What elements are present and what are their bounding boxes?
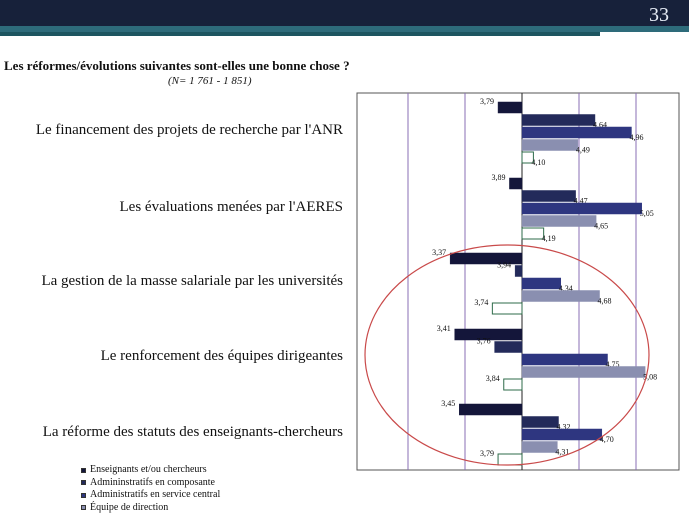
data-label: 4,64 [593, 121, 607, 130]
bar [521, 114, 596, 126]
legend-label: Admininstratifs en composante [90, 476, 215, 488]
bar [521, 190, 576, 202]
category-label: La réforme des statuts des enseignants-c… [42, 424, 343, 440]
data-label: 4,19 [542, 234, 556, 243]
data-label: 3,45 [441, 399, 455, 408]
data-label: 3,89 [491, 173, 505, 182]
legend-swatch [81, 467, 86, 473]
chart-legend: Enseignants et/ou chercheurs Admininstra… [81, 464, 220, 514]
data-label: 3,79 [480, 97, 494, 106]
data-label: 3,37 [432, 248, 446, 257]
bar [497, 101, 523, 114]
data-label: 4,10 [531, 158, 545, 167]
bar [521, 202, 642, 215]
header-underline [0, 32, 600, 36]
slide-header-bar: 33 [0, 0, 689, 26]
data-label: 3,41 [437, 324, 451, 333]
bar [514, 265, 523, 277]
highlight-ellipse [364, 244, 650, 466]
data-label: 4.34 [559, 284, 573, 293]
data-label: 4,75 [606, 360, 620, 369]
bar [521, 277, 562, 290]
category-label: Le renforcement des équipes dirigeantes [100, 348, 343, 364]
legend-swatch [81, 505, 86, 511]
legend-label: Administratifs en service central [90, 489, 221, 500]
legend-swatch [81, 480, 86, 486]
slide-number: 33 [649, 4, 669, 26]
header-accent-stripe [0, 26, 689, 32]
bar [521, 366, 646, 378]
data-label: 5,08 [643, 373, 657, 382]
legend-label: Enseignants et/ou chercheurs [90, 464, 207, 475]
plot-area [356, 92, 680, 471]
chart-title: Les réformes/évolutions suivantes sont-e… [4, 58, 350, 73]
data-label: 3,84 [486, 374, 500, 383]
bar [521, 428, 603, 441]
bar [503, 378, 523, 391]
legend-label: Équipe de direction [90, 501, 169, 513]
bar [521, 416, 559, 428]
legend-item: Équipe de direction [81, 502, 220, 515]
bar [521, 353, 608, 366]
bar [521, 139, 579, 151]
bar [509, 177, 523, 190]
chart-subtitle: (N= 1 761 - 1 851) [168, 75, 252, 87]
data-label: 3,74 [474, 298, 488, 307]
category-label: Les évaluations menées par l'AERES [119, 199, 343, 215]
data-label: 4,32 [556, 423, 570, 432]
category-label: Le financement des projets de recherche … [35, 122, 343, 138]
bar [521, 126, 632, 139]
data-label: 4,65 [594, 222, 608, 231]
bar [459, 403, 523, 416]
bar [521, 227, 545, 240]
data-label: 5,05 [640, 209, 654, 218]
data-label: 4,70 [600, 435, 614, 444]
data-label: 3,76 [477, 337, 491, 346]
bar [491, 302, 523, 315]
bar [449, 252, 523, 265]
bar [521, 215, 597, 227]
bar [497, 453, 523, 466]
bar [494, 341, 523, 353]
data-label: 4,68 [598, 297, 612, 306]
legend-swatch [81, 492, 86, 498]
legend-item: Administratifs en service central [81, 489, 220, 502]
bar [521, 290, 600, 302]
category-label: La gestion de la masse salariale par les… [41, 273, 343, 289]
data-label: 4,31 [555, 448, 569, 457]
legend-item: Admininstratifs en composante [81, 477, 220, 490]
bar [521, 441, 558, 453]
data-label: 4,96 [629, 133, 643, 142]
legend-item: Enseignants et/ou chercheurs [81, 464, 220, 477]
data-label: 3,94 [497, 261, 511, 270]
bar [521, 151, 534, 164]
data-label: 3,79 [480, 449, 494, 458]
data-label: 4,49 [576, 146, 590, 155]
bar [454, 328, 523, 341]
data-label: 4,47 [574, 197, 588, 206]
